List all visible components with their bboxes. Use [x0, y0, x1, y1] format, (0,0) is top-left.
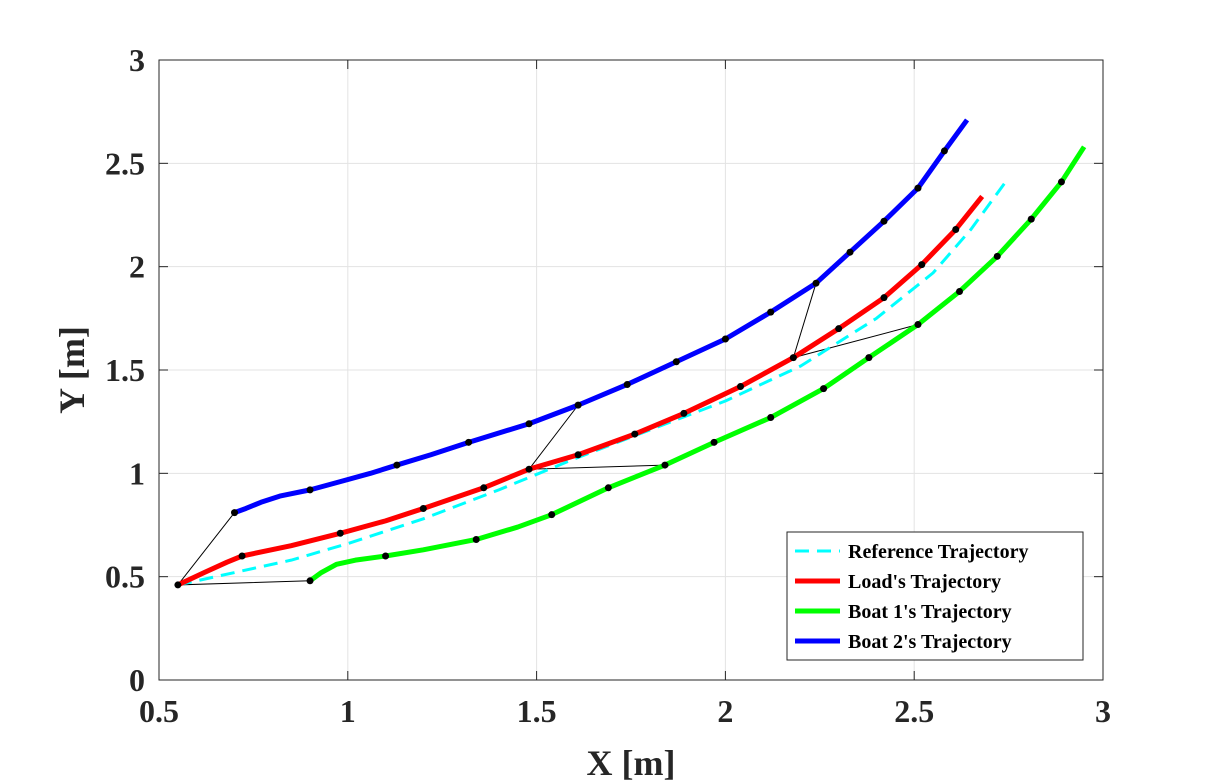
y-tick-label: 0 — [129, 662, 145, 698]
data-point-boat-2-s-trajectory — [672, 358, 680, 366]
data-point-load-s-trajectory — [737, 383, 745, 391]
data-point-load-s-trajectory — [419, 504, 427, 512]
data-point-boat-2-s-trajectory — [525, 420, 533, 428]
legend-label-load-s-trajectory: Load's Trajectory — [848, 571, 1001, 593]
data-point-boat-1-s-trajectory — [661, 461, 669, 469]
data-point-boat-1-s-trajectory — [820, 385, 828, 393]
data-point-boat-2-s-trajectory — [393, 461, 401, 469]
data-point-boat-1-s-trajectory — [604, 484, 612, 492]
data-point-boat-2-s-trajectory — [914, 184, 922, 192]
data-point-boat-1-s-trajectory — [1027, 215, 1035, 223]
data-point-boat-2-s-trajectory — [940, 147, 948, 155]
y-tick-label: 1.5 — [105, 352, 145, 388]
y-tick-label: 2 — [129, 249, 145, 285]
data-point-boat-1-s-trajectory — [1057, 178, 1065, 186]
data-point-load-s-trajectory — [631, 430, 639, 438]
data-point-boat-1-s-trajectory — [767, 414, 775, 422]
legend-label-boat-2-s-trajectory: Boat 2's Trajectory — [848, 631, 1012, 653]
data-point-load-s-trajectory — [336, 529, 344, 537]
data-point-boat-1-s-trajectory — [993, 252, 1001, 260]
data-point-boat-2-s-trajectory — [623, 380, 631, 388]
data-point-boat-1-s-trajectory — [914, 321, 922, 329]
data-point-load-s-trajectory — [835, 325, 843, 333]
data-point-load-s-trajectory — [574, 451, 582, 459]
x-tick-label: 2.5 — [894, 693, 934, 729]
data-point-boat-1-s-trajectory — [306, 577, 314, 585]
data-point-boat-2-s-trajectory — [880, 217, 888, 225]
x-tick-labels: 0.5 1 1.5 2 2.5 3 — [139, 693, 1111, 729]
data-point-boat-1-s-trajectory — [548, 511, 556, 519]
data-point-load-s-trajectory — [174, 581, 182, 589]
y-axis-label: Y [m] — [52, 326, 92, 414]
data-point-boat-2-s-trajectory — [846, 248, 854, 256]
data-point-boat-2-s-trajectory — [721, 335, 729, 343]
x-tick-label: 3 — [1095, 693, 1111, 729]
data-point-boat-1-s-trajectory — [956, 287, 964, 295]
data-point-boat-1-s-trajectory — [382, 552, 390, 560]
data-point-boat-2-s-trajectory — [767, 308, 775, 316]
data-point-boat-2-s-trajectory — [465, 438, 473, 446]
series-markers — [174, 147, 1065, 589]
data-point-boat-2-s-trajectory — [231, 509, 239, 517]
data-point-load-s-trajectory — [680, 409, 688, 417]
x-tick-label: 1 — [340, 693, 356, 729]
data-point-load-s-trajectory — [238, 552, 246, 560]
y-tick-label: 1 — [129, 455, 145, 491]
series-line-boat-2-s-trajectory — [233, 118, 970, 515]
data-point-boat-1-s-trajectory — [710, 438, 718, 446]
axis-ticks — [158, 59, 1104, 681]
y-tick-labels: 0 0.5 1 1.5 2 2.5 3 — [105, 42, 145, 698]
legend: Reference Trajectory Load's Trajectory Boa… — [786, 531, 1084, 661]
legend-label-boat-1-s-trajectory: Boat 1's Trajectory — [848, 601, 1012, 623]
y-tick-label: 3 — [129, 42, 145, 78]
x-tick-label: 1.5 — [517, 693, 557, 729]
data-point-boat-1-s-trajectory — [472, 535, 480, 543]
data-point-load-s-trajectory — [880, 294, 888, 302]
x-tick-label: 0.5 — [139, 693, 179, 729]
legend-label-reference-trajectory: Reference Trajectory — [848, 541, 1028, 563]
data-point-boat-1-s-trajectory — [865, 354, 873, 362]
data-point-boat-2-s-trajectory — [812, 279, 820, 287]
data-point-load-s-trajectory — [952, 225, 960, 233]
x-axis-label: X [m] — [587, 743, 676, 781]
data-point-load-s-trajectory — [525, 465, 533, 473]
data-point-boat-2-s-trajectory — [574, 401, 582, 409]
series-line-load-s-trajectory — [176, 194, 985, 588]
data-point-load-s-trajectory — [789, 354, 797, 362]
data-point-boat-2-s-trajectory — [306, 486, 314, 494]
y-tick-label: 2.5 — [105, 145, 145, 181]
data-point-load-s-trajectory — [480, 484, 488, 492]
y-tick-label: 0.5 — [105, 559, 145, 595]
x-tick-label: 2 — [717, 693, 733, 729]
data-point-load-s-trajectory — [918, 261, 926, 269]
